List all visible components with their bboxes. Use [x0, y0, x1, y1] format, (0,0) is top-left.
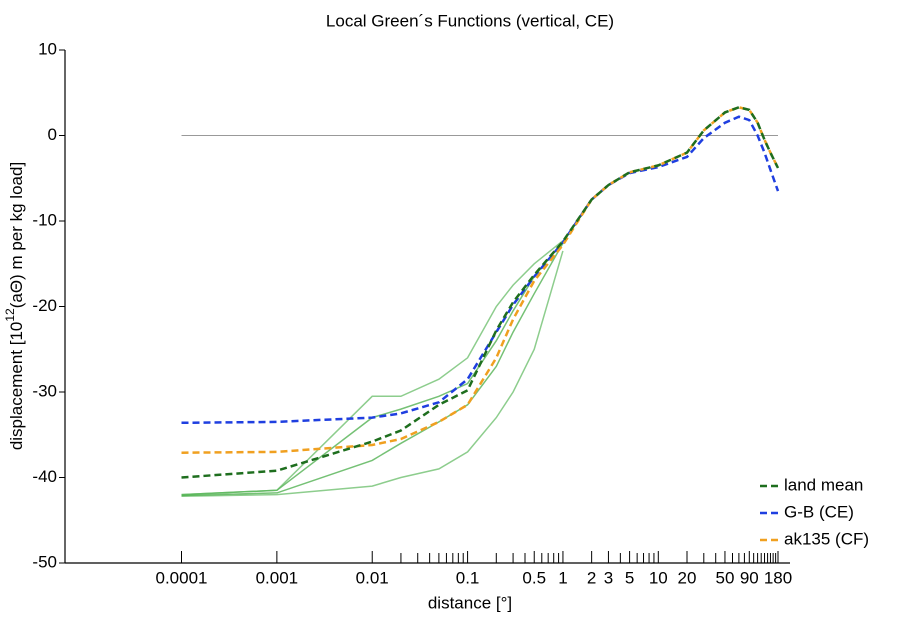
- series-line: [181, 115, 780, 425]
- x-tick-label: 0.5: [522, 568, 546, 587]
- x-tick-label: 10: [649, 568, 668, 587]
- x-tick-label: 0.0001: [156, 568, 208, 587]
- x-tick-label: 20: [678, 568, 697, 587]
- y-tick-label: -20: [32, 296, 57, 315]
- x-tick-label: 90: [740, 568, 759, 587]
- x-tick-label: 3: [604, 568, 613, 587]
- x-tick-label: 0.001: [256, 568, 299, 587]
- x-tick-label: 1: [558, 568, 567, 587]
- ensemble-line: [181, 242, 564, 497]
- y-tick-label: -30: [32, 381, 57, 400]
- y-tick-label: -40: [32, 467, 57, 486]
- y-label-sup: 12: [3, 308, 17, 322]
- legend-label: ak135 (CF): [784, 529, 869, 548]
- y-tick-label: -10: [32, 210, 57, 229]
- x-tick-label: 0.1: [456, 568, 480, 587]
- x-axis-label: distance [°]: [428, 593, 512, 612]
- x-tick-label: 5: [625, 568, 634, 587]
- y-axis-label: displacement [1012(aΘ) m per kg load]: [3, 162, 26, 450]
- ensemble-line: [181, 241, 564, 496]
- y-tick-label: -50: [32, 552, 57, 571]
- chart-title: Local Green´s Functions (vertical, CE): [326, 11, 614, 30]
- x-tick-label: 2: [587, 568, 596, 587]
- legend-label: land mean: [784, 475, 863, 494]
- x-tick-label: 180: [764, 568, 792, 587]
- y-tick-label: 0: [48, 125, 57, 144]
- ensemble-line: [181, 250, 564, 498]
- y-label-part: (aΘ) m per kg load]: [7, 162, 26, 308]
- y-tick-label: 10: [38, 39, 57, 58]
- series-line: [181, 105, 780, 479]
- legend-label: G-B (CE): [784, 502, 854, 521]
- x-tick-label: 50: [715, 568, 734, 587]
- ensemble-line: [181, 240, 564, 496]
- x-tick-label: 0.01: [356, 568, 389, 587]
- y-label-part: displacement [10: [7, 322, 26, 451]
- series-line: [181, 105, 780, 454]
